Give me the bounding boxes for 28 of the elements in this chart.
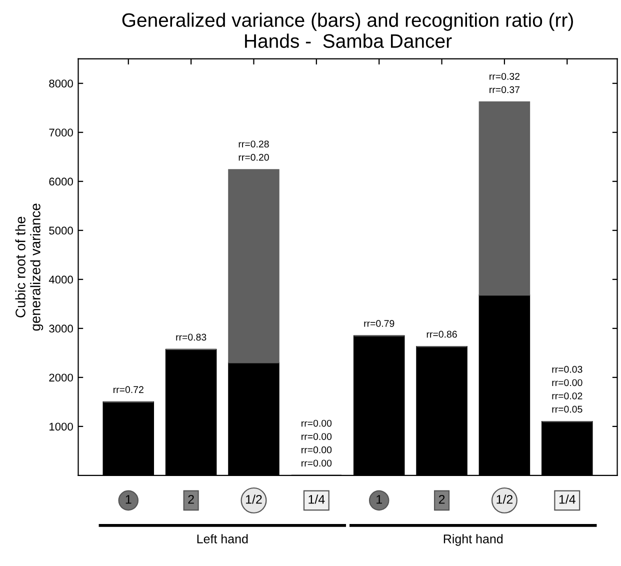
annotation: rr=0.28 rr=0.20 (238, 140, 269, 161)
x-tick-label: 1/2 (246, 494, 262, 504)
annotation: rr=0.00 rr=0.00 rr=0.00 rr=0.00 (302, 420, 332, 467)
annotation: rr=0.72 (113, 386, 144, 394)
annotation: rr=0.32 rr=0.37 (490, 72, 520, 94)
annotation: rr=0.83 (176, 334, 206, 341)
x-tick-label: 1 (376, 495, 382, 504)
annotation: rr=0.03 rr=0.00 rr=0.02 rr=0.05 (552, 366, 582, 413)
y-tick-label: 7000 (49, 128, 73, 137)
y-tick-label: 1000 (50, 422, 73, 431)
annotation: rr=0.86 (426, 330, 457, 338)
y-tick-label: 3000 (49, 324, 73, 333)
x-tick-label: 2 (188, 494, 194, 504)
x-tick-label: 1/2 (496, 494, 513, 504)
text: Left hand (197, 534, 248, 544)
annotation: rr=0.79 (364, 320, 394, 327)
x-tick-label: 1/4 (559, 494, 576, 504)
y-tick-label: 8000 (49, 80, 73, 88)
x-tick-label: 1 (126, 495, 132, 504)
y-tick-label: 6000 (49, 178, 73, 186)
y-axis-title: Cubic root of the generalized variance (15, 204, 44, 331)
y-tick-label: 2000 (49, 374, 73, 382)
chart-title: Generalized variance (bars) and recognition ratio (rr) Hands - Samba Dancer (122, 12, 573, 48)
text: Right hand (444, 534, 503, 546)
y-tick-label: 5000 (49, 226, 73, 235)
y-tick-label: 4000 (48, 276, 73, 284)
x-tick-label: 1/4 (308, 494, 325, 504)
x-tick-label: 2 (438, 494, 445, 504)
